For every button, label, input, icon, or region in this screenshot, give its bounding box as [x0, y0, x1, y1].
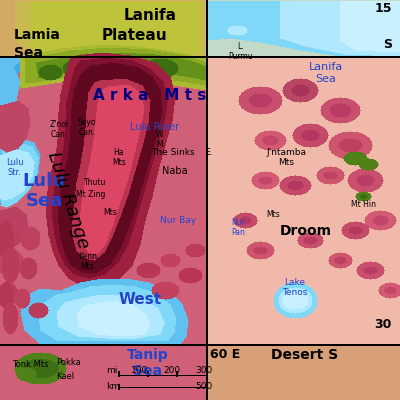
Text: Tanip: Tanip: [127, 348, 169, 362]
Text: L.
Purmu: L. Purmu: [228, 42, 253, 61]
Text: J'ntamba
Mts: J'ntamba Mts: [266, 148, 306, 167]
Text: Tonk Mts: Tonk Mts: [12, 360, 48, 369]
Text: 100: 100: [131, 366, 149, 375]
Text: Seyo
Can.: Seyo Can.: [78, 118, 96, 137]
Text: Nur
Pan: Nur Pan: [231, 218, 245, 238]
Text: 60 E: 60 E: [210, 348, 240, 361]
Text: Sea: Sea: [14, 46, 43, 60]
Text: Sea: Sea: [134, 364, 162, 378]
Text: Lamia: Lamia: [14, 28, 61, 42]
Text: A r k a   M t s: A r k a M t s: [93, 88, 207, 103]
Text: 200: 200: [164, 366, 180, 375]
Text: Desert S: Desert S: [272, 348, 338, 362]
Text: Naba: Naba: [162, 166, 188, 176]
Text: Nur Bay: Nur Bay: [160, 216, 196, 225]
Text: Thutu: Thutu: [84, 178, 106, 187]
Text: 300: 300: [195, 366, 213, 375]
Text: 500: 500: [195, 382, 213, 391]
Text: Mt Zing: Mt Zing: [76, 190, 105, 199]
Text: West: West: [118, 292, 162, 307]
Text: mi: mi: [106, 366, 117, 375]
Text: km: km: [106, 382, 120, 391]
Text: Sea: Sea: [25, 192, 63, 210]
Text: E.: E.: [205, 148, 212, 157]
Text: 15: 15: [374, 2, 392, 15]
Text: Pokka: Pokka: [56, 358, 81, 367]
Text: Mts: Mts: [103, 208, 117, 217]
Text: Lanifa: Lanifa: [124, 8, 176, 23]
Text: Ha
Mts: Ha Mts: [112, 148, 126, 167]
Text: The Sinks: The Sinks: [151, 148, 195, 157]
Text: W.
M.: W. M.: [156, 130, 165, 150]
Text: S: S: [383, 38, 392, 51]
Text: Droom: Droom: [280, 224, 332, 238]
Text: Mts: Mts: [266, 210, 280, 219]
Text: Kael: Kael: [56, 372, 74, 381]
Text: 30: 30: [375, 318, 392, 331]
Text: Lake
Tenos: Lake Tenos: [282, 278, 308, 298]
Text: Lulu
Str.: Lulu Str.: [6, 158, 24, 178]
Text: Mt Hin: Mt Hin: [351, 200, 376, 209]
Text: Lanifa
Sea: Lanifa Sea: [309, 62, 343, 84]
Text: Lulu: Lulu: [22, 172, 66, 190]
Text: Z'noi
Can.: Z'noi Can.: [50, 120, 69, 139]
Text: Lulu Range: Lulu Range: [44, 149, 92, 251]
Text: Plateau: Plateau: [101, 28, 167, 43]
Text: Kenn
Mts: Kenn Mts: [78, 252, 97, 271]
Text: Lulu River: Lulu River: [130, 122, 180, 132]
